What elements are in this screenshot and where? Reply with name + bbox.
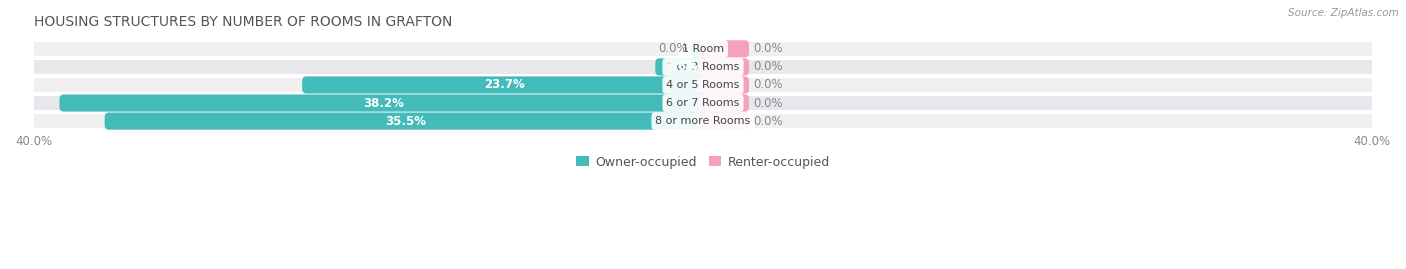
Text: 35.5%: 35.5%	[385, 115, 426, 128]
Text: 0.0%: 0.0%	[754, 115, 783, 128]
Text: 6 or 7 Rooms: 6 or 7 Rooms	[666, 98, 740, 108]
Bar	[34, 114, 1372, 128]
FancyBboxPatch shape	[104, 112, 707, 130]
FancyBboxPatch shape	[699, 112, 749, 130]
Bar	[34, 60, 1372, 74]
Text: 8 or more Rooms: 8 or more Rooms	[655, 116, 751, 126]
Text: Source: ZipAtlas.com: Source: ZipAtlas.com	[1288, 8, 1399, 18]
Text: 0.0%: 0.0%	[754, 79, 783, 91]
FancyBboxPatch shape	[699, 76, 749, 94]
Text: HOUSING STRUCTURES BY NUMBER OF ROOMS IN GRAFTON: HOUSING STRUCTURES BY NUMBER OF ROOMS IN…	[34, 15, 451, 29]
Bar	[34, 96, 1372, 110]
Bar	[34, 42, 1372, 56]
Legend: Owner-occupied, Renter-occupied: Owner-occupied, Renter-occupied	[571, 151, 835, 174]
FancyBboxPatch shape	[302, 76, 707, 94]
FancyBboxPatch shape	[690, 40, 707, 57]
FancyBboxPatch shape	[699, 58, 749, 76]
FancyBboxPatch shape	[655, 58, 707, 76]
Text: 2.6%: 2.6%	[665, 61, 697, 73]
Text: 0.0%: 0.0%	[658, 42, 688, 55]
FancyBboxPatch shape	[59, 94, 707, 112]
Text: 0.0%: 0.0%	[754, 42, 783, 55]
Text: 0.0%: 0.0%	[754, 61, 783, 73]
Text: 38.2%: 38.2%	[363, 97, 404, 109]
Text: 1 Room: 1 Room	[682, 44, 724, 54]
Text: 23.7%: 23.7%	[484, 79, 524, 91]
Text: 4 or 5 Rooms: 4 or 5 Rooms	[666, 80, 740, 90]
Bar	[34, 78, 1372, 92]
Text: 0.0%: 0.0%	[754, 97, 783, 109]
Text: 2 or 3 Rooms: 2 or 3 Rooms	[666, 62, 740, 72]
FancyBboxPatch shape	[699, 94, 749, 112]
FancyBboxPatch shape	[699, 40, 749, 57]
